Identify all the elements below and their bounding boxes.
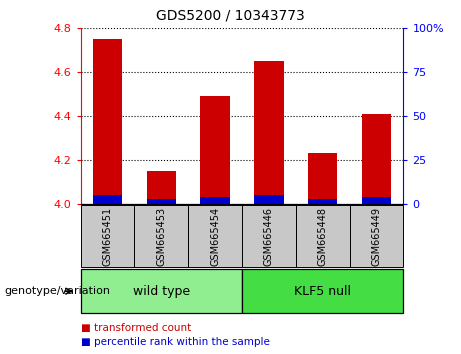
- Bar: [308, 153, 337, 204]
- Bar: [254, 61, 284, 204]
- Bar: [81, 205, 135, 267]
- Bar: [135, 205, 188, 267]
- Bar: [349, 205, 403, 267]
- Bar: [362, 196, 391, 204]
- Bar: [362, 114, 391, 204]
- Text: GSM665453: GSM665453: [156, 207, 166, 266]
- Bar: [201, 196, 230, 204]
- Text: KLF5 null: KLF5 null: [294, 285, 351, 298]
- Bar: [308, 199, 337, 204]
- Text: GSM665451: GSM665451: [102, 207, 112, 266]
- Bar: [93, 39, 122, 204]
- Bar: [201, 96, 230, 204]
- Text: genotype/variation: genotype/variation: [5, 286, 111, 296]
- Bar: [242, 269, 403, 313]
- Text: ■ percentile rank within the sample: ■ percentile rank within the sample: [81, 337, 270, 347]
- Bar: [254, 195, 284, 204]
- Bar: [242, 205, 296, 267]
- Text: GSM665454: GSM665454: [210, 207, 220, 266]
- Text: GSM665446: GSM665446: [264, 207, 274, 266]
- Bar: [188, 205, 242, 267]
- Text: GSM665449: GSM665449: [372, 207, 382, 266]
- Bar: [296, 205, 349, 267]
- Bar: [81, 269, 242, 313]
- Text: wild type: wild type: [133, 285, 190, 298]
- Text: GSM665448: GSM665448: [318, 207, 328, 266]
- Text: ■ transformed count: ■ transformed count: [81, 323, 191, 333]
- Bar: [147, 171, 176, 204]
- Bar: [147, 199, 176, 204]
- Bar: [93, 195, 122, 204]
- Text: GDS5200 / 10343773: GDS5200 / 10343773: [156, 9, 305, 23]
